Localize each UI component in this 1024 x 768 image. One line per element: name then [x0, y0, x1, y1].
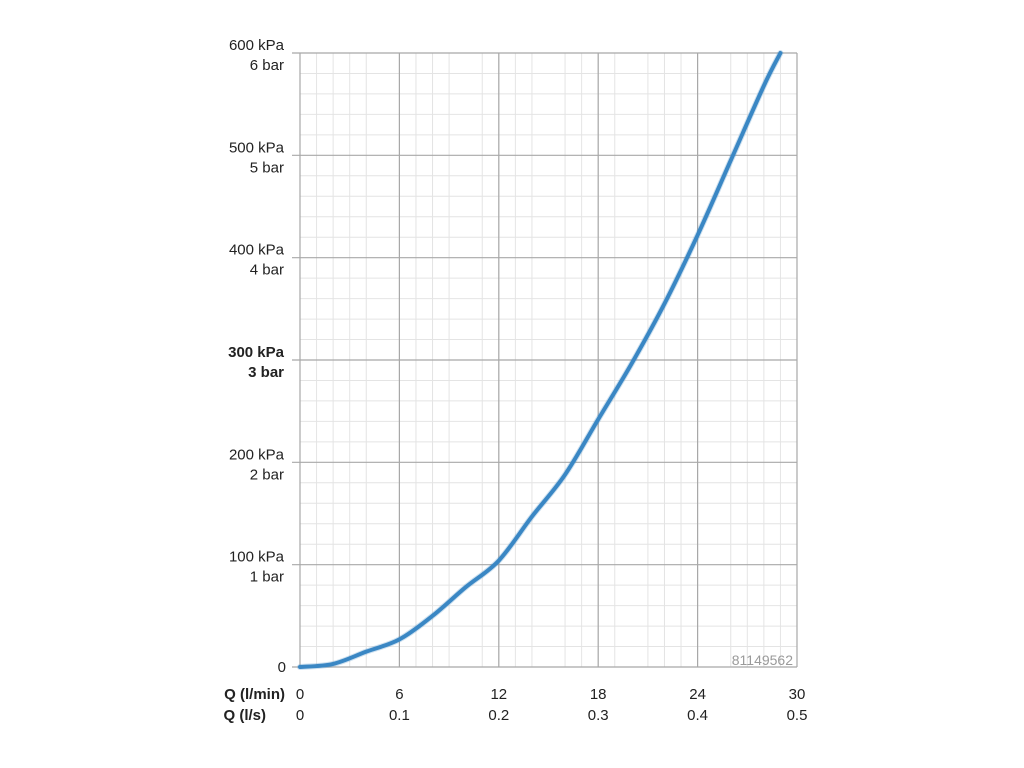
x-tick-label-lmin: 0 — [296, 686, 304, 703]
y-tick-label-bar: 5 bar — [250, 159, 284, 176]
y-tick-label: 300 kPa — [228, 344, 285, 361]
x-tick-label-lmin: 18 — [590, 686, 607, 703]
x-tick-label-lmin: 30 — [789, 686, 806, 703]
series-line — [298, 51, 783, 669]
y-tick-label-bar: 2 bar — [250, 466, 284, 483]
y-tick-label: 100 kPa — [229, 549, 285, 566]
x-axis-label-ls: Q (l/s) — [223, 707, 266, 724]
y-tick-label-bar: 4 bar — [250, 262, 284, 279]
x-tick-label-lmin: 24 — [689, 686, 706, 703]
x-tick-label-ls: 0.1 — [389, 707, 410, 724]
x-tick-label-ls: 0.4 — [687, 707, 708, 724]
y-tick-label: 500 kPa — [229, 139, 285, 156]
y-axis-tick-labels: 0 100 kPa 1 bar 200 kPa 2 bar 300 kPa 3 bar 400… — [228, 37, 286, 676]
x-tick-label-ls: 0.3 — [588, 707, 609, 724]
x-tick-label-lmin: 6 — [395, 686, 403, 703]
y-tick-label: 600 kPa — [229, 37, 285, 54]
x-tick-label-lmin: 12 — [490, 686, 507, 703]
y-tick-label: 200 kPa — [229, 446, 285, 463]
y-tick-label-bar: 3 bar — [248, 364, 284, 381]
y-tick-label: 0 — [278, 659, 286, 676]
major-grid — [292, 52, 798, 668]
watermark-id: 81149562 — [732, 652, 793, 668]
x-axis-tick-labels: 0 0 6 0.1 12 0.2 18 0.3 24 0.4 30 0.5 — [296, 686, 808, 724]
y-tick-label: 400 kPa — [229, 242, 285, 259]
x-axis-label-lmin: Q (l/min) — [224, 686, 285, 703]
x-tick-label-ls: 0.2 — [488, 707, 509, 724]
series-group — [297, 50, 784, 670]
y-tick-label-bar: 1 bar — [250, 569, 284, 586]
x-tick-label-ls: 0 — [296, 707, 304, 724]
y-tick-label-bar: 6 bar — [250, 57, 284, 74]
x-tick-label-ls: 0.5 — [787, 707, 808, 724]
